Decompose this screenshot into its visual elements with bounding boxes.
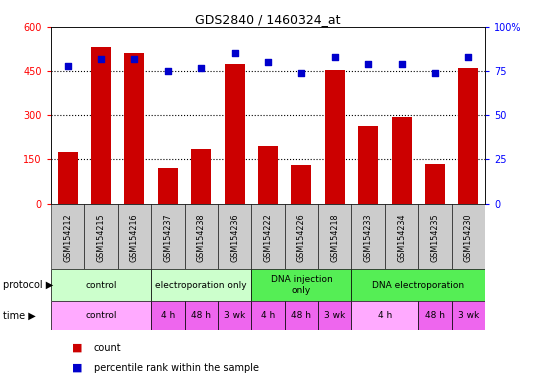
Bar: [158, 168, 178, 204]
Point: [230, 50, 239, 56]
Text: 48 h: 48 h: [292, 311, 311, 320]
Point: [96, 56, 105, 62]
Bar: [251, 301, 285, 330]
Point: [130, 56, 139, 62]
Bar: [84, 204, 118, 269]
Point: [397, 61, 406, 67]
Point: [364, 61, 373, 67]
Bar: [352, 269, 485, 301]
Bar: [57, 152, 78, 204]
Bar: [318, 204, 352, 269]
Point: [264, 59, 272, 65]
Bar: [425, 164, 445, 204]
Text: 4 h: 4 h: [378, 311, 392, 320]
Text: GSM154237: GSM154237: [163, 214, 172, 262]
Text: 48 h: 48 h: [191, 311, 211, 320]
Point: [464, 54, 473, 60]
Point: [297, 70, 306, 76]
Bar: [51, 269, 151, 301]
Bar: [184, 301, 218, 330]
Bar: [418, 301, 452, 330]
Bar: [458, 68, 479, 204]
Bar: [151, 301, 184, 330]
Text: GSM154234: GSM154234: [397, 214, 406, 262]
Text: 3 wk: 3 wk: [324, 311, 345, 320]
Bar: [118, 204, 151, 269]
Text: DNA injection
only: DNA injection only: [271, 275, 332, 295]
Bar: [452, 301, 485, 330]
Text: ■: ■: [72, 362, 83, 373]
Bar: [218, 301, 251, 330]
Text: GSM154238: GSM154238: [197, 214, 206, 262]
Point: [197, 65, 205, 71]
Text: GSM154215: GSM154215: [96, 214, 106, 262]
Bar: [251, 204, 285, 269]
Bar: [325, 70, 345, 204]
Text: DNA electroporation: DNA electroporation: [372, 281, 464, 290]
Text: GSM154233: GSM154233: [364, 214, 373, 262]
Text: time ▶: time ▶: [3, 311, 35, 321]
Bar: [285, 204, 318, 269]
Text: 48 h: 48 h: [425, 311, 445, 320]
Bar: [258, 146, 278, 204]
Text: GSM154216: GSM154216: [130, 214, 139, 262]
Text: GSM154236: GSM154236: [230, 214, 239, 262]
Text: 4 h: 4 h: [161, 311, 175, 320]
Bar: [124, 53, 144, 204]
Text: GSM154235: GSM154235: [430, 214, 440, 262]
Bar: [318, 301, 352, 330]
Text: percentile rank within the sample: percentile rank within the sample: [94, 362, 259, 373]
Bar: [385, 204, 418, 269]
Bar: [51, 301, 151, 330]
Text: protocol ▶: protocol ▶: [3, 280, 53, 290]
Bar: [358, 126, 378, 204]
Point: [163, 68, 172, 74]
Text: GSM154226: GSM154226: [297, 214, 306, 262]
Text: control: control: [85, 311, 117, 320]
Bar: [292, 165, 311, 204]
Text: GSM154230: GSM154230: [464, 214, 473, 262]
Bar: [392, 117, 412, 204]
Bar: [352, 301, 418, 330]
Text: GSM154222: GSM154222: [264, 214, 272, 262]
Bar: [51, 204, 84, 269]
Title: GDS2840 / 1460324_at: GDS2840 / 1460324_at: [195, 13, 341, 26]
Text: control: control: [85, 281, 117, 290]
Text: ■: ■: [72, 343, 83, 353]
Bar: [225, 64, 244, 204]
Text: GSM154212: GSM154212: [63, 214, 72, 262]
Bar: [151, 269, 251, 301]
Text: 3 wk: 3 wk: [224, 311, 245, 320]
Bar: [418, 204, 452, 269]
Text: count: count: [94, 343, 122, 353]
Bar: [191, 149, 211, 204]
Point: [63, 63, 72, 69]
Bar: [251, 269, 352, 301]
Text: 3 wk: 3 wk: [458, 311, 479, 320]
Bar: [352, 204, 385, 269]
Point: [431, 70, 440, 76]
Bar: [91, 48, 111, 204]
Bar: [151, 204, 184, 269]
Text: electroporation only: electroporation only: [155, 281, 247, 290]
Bar: [285, 301, 318, 330]
Point: [331, 54, 339, 60]
Bar: [184, 204, 218, 269]
Text: GSM154218: GSM154218: [330, 214, 339, 262]
Bar: [218, 204, 251, 269]
Bar: [452, 204, 485, 269]
Text: 4 h: 4 h: [261, 311, 275, 320]
